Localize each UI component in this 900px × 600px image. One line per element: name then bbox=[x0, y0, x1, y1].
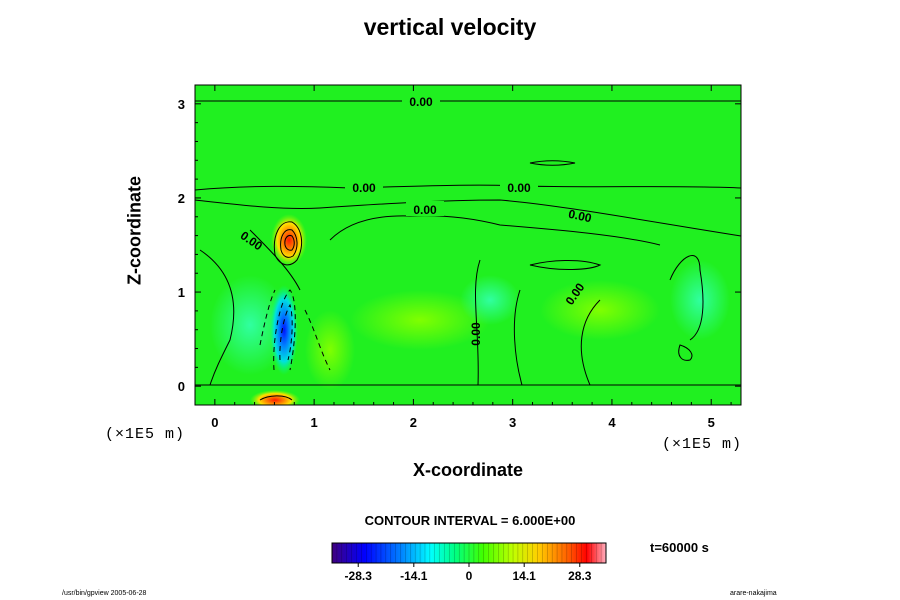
colorbar-tick-label: 14.1 bbox=[513, 569, 537, 583]
axes: 0 1 2 3 4 5 0 1 2 3 bbox=[178, 84, 741, 430]
colorbar bbox=[332, 543, 606, 563]
x-unit-label-left: (×1E5 m) bbox=[105, 426, 186, 443]
contour-label: 0.00 bbox=[469, 322, 483, 346]
x-tick-label: 3 bbox=[509, 415, 516, 430]
contour-label: 0.00 bbox=[567, 207, 593, 226]
y-tick-label: 2 bbox=[178, 191, 185, 206]
y-tick-label: 3 bbox=[178, 97, 185, 112]
negative-feature bbox=[259, 285, 331, 375]
contour-label: 0.00 bbox=[413, 203, 437, 217]
colorbar-tick-label: 0 bbox=[466, 569, 473, 583]
y-tick-label: 0 bbox=[178, 379, 185, 394]
colorbar-stripes bbox=[336, 543, 602, 563]
colorbar-tick-label: 28.3 bbox=[568, 569, 592, 583]
time-label: t=60000 s bbox=[650, 540, 709, 555]
x-tick-label: 4 bbox=[608, 415, 616, 430]
x-tick-label: 0 bbox=[211, 415, 218, 430]
contour-label: 0.00 bbox=[507, 181, 531, 195]
y-tick-label: 1 bbox=[178, 285, 185, 300]
chart-title: vertical velocity bbox=[363, 14, 537, 40]
footer-right-text: arare-nakajima bbox=[730, 590, 777, 597]
x-axis-label: X-coordinate bbox=[412, 460, 523, 480]
contour-label: 0.00 bbox=[409, 95, 433, 109]
x-tick-label: 2 bbox=[410, 415, 417, 430]
plot-frame bbox=[194, 84, 742, 406]
footer-left-text: /usr/bin/gpview 2005-06-28 bbox=[62, 590, 147, 597]
x-unit-label-right: (×1E5 m) bbox=[662, 436, 743, 453]
x-tick-label: 5 bbox=[708, 415, 715, 430]
contour-label: 0.00 bbox=[352, 181, 376, 195]
colorbar-tick-label: -14.1 bbox=[400, 569, 428, 583]
colorbar-ticks: -28.3 -14.1 0 14.1 28.3 bbox=[345, 563, 592, 583]
colorbar-tick-label: -28.3 bbox=[345, 569, 373, 583]
positive-feature bbox=[271, 214, 307, 266]
field-blobs bbox=[210, 260, 730, 405]
contour-interval-text: CONTOUR INTERVAL = 6.000E+00 bbox=[364, 513, 576, 528]
x-tick-label: 1 bbox=[311, 415, 318, 430]
